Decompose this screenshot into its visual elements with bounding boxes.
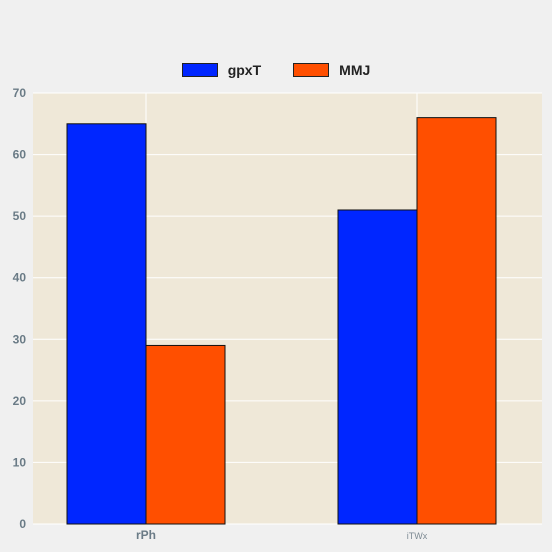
legend-label-gpxT: gpxT xyxy=(227,62,262,78)
x-axis-ticks: rPh iTWx xyxy=(136,528,428,542)
legend-item-gpxT: gpxT xyxy=(181,62,262,78)
legend: gpxT MMJ xyxy=(0,62,552,78)
legend-swatch-gpxT xyxy=(181,63,218,77)
y-tick-label: 0 xyxy=(19,517,26,531)
legend-item-MMJ: MMJ xyxy=(293,62,370,78)
legend-swatch-MMJ xyxy=(293,63,330,77)
y-tick-label: 30 xyxy=(13,332,27,346)
bars xyxy=(66,117,497,525)
legend-label-MMJ: MMJ xyxy=(339,62,371,78)
y-tick-label: 60 xyxy=(13,148,27,162)
x-tick-label: iTWx xyxy=(407,531,428,541)
bar-MMJ-iTWx xyxy=(416,117,497,525)
bar-MMJ-rPh xyxy=(145,344,226,525)
bar-gpxT-iTWx xyxy=(337,209,418,525)
y-tick-label: 10 xyxy=(13,455,27,469)
y-axis-ticks: 0 10 20 30 40 50 60 70 xyxy=(13,86,27,531)
x-tick-label: rPh xyxy=(136,528,156,542)
y-tick-label: 70 xyxy=(13,86,27,100)
y-tick-label: 50 xyxy=(13,209,27,223)
bar-gpxT-rPh xyxy=(66,123,147,525)
y-tick-label: 20 xyxy=(13,394,27,408)
y-tick-label: 40 xyxy=(13,271,27,285)
